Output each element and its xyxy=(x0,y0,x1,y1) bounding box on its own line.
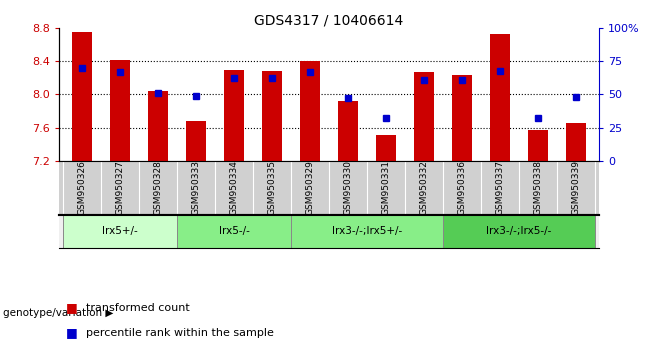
Text: GSM950339: GSM950339 xyxy=(572,160,580,215)
Text: GSM950328: GSM950328 xyxy=(153,160,163,215)
Text: lrx5-/-: lrx5-/- xyxy=(218,226,249,236)
Text: GSM950329: GSM950329 xyxy=(305,160,315,215)
Bar xyxy=(110,60,130,161)
Text: lrx5+/-: lrx5+/- xyxy=(102,226,138,236)
Text: GSM950326: GSM950326 xyxy=(78,160,86,215)
Text: ■: ■ xyxy=(66,326,78,339)
Bar xyxy=(413,72,434,161)
Text: ■: ■ xyxy=(66,302,78,314)
Text: GSM950334: GSM950334 xyxy=(230,160,238,215)
Title: GDS4317 / 10406614: GDS4317 / 10406614 xyxy=(255,13,403,27)
Text: GSM950335: GSM950335 xyxy=(268,160,276,215)
Text: GSM950336: GSM950336 xyxy=(457,160,467,215)
Bar xyxy=(72,32,93,161)
Text: GSM950330: GSM950330 xyxy=(343,160,353,215)
Bar xyxy=(490,34,511,161)
Bar xyxy=(147,91,168,161)
Text: percentile rank within the sample: percentile rank within the sample xyxy=(86,328,274,338)
Bar xyxy=(291,215,443,248)
Text: GSM950337: GSM950337 xyxy=(495,160,505,215)
Text: transformed count: transformed count xyxy=(86,303,190,313)
Text: GSM950332: GSM950332 xyxy=(420,160,428,215)
Bar xyxy=(177,215,291,248)
Bar xyxy=(376,135,396,161)
Bar xyxy=(451,75,472,161)
Text: GSM950327: GSM950327 xyxy=(116,160,124,215)
Bar xyxy=(63,215,177,248)
Bar xyxy=(338,101,359,161)
Bar xyxy=(565,122,586,161)
Bar xyxy=(443,215,595,248)
Bar xyxy=(299,61,320,161)
Bar xyxy=(261,71,282,161)
Text: lrx3-/-;lrx5-/-: lrx3-/-;lrx5-/- xyxy=(486,226,551,236)
Bar xyxy=(224,70,245,161)
Text: GSM950338: GSM950338 xyxy=(534,160,542,215)
Text: genotype/variation ▶: genotype/variation ▶ xyxy=(3,308,114,318)
Text: GSM950333: GSM950333 xyxy=(191,160,201,215)
Bar xyxy=(186,121,207,161)
Text: GSM950331: GSM950331 xyxy=(382,160,390,215)
Bar xyxy=(528,130,548,161)
Text: lrx3-/-;lrx5+/-: lrx3-/-;lrx5+/- xyxy=(332,226,402,236)
